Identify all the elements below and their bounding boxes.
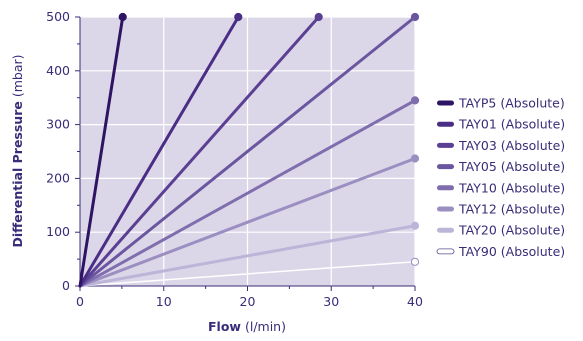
x-tick-label: 10 [156, 294, 172, 309]
series-lines [78, 12, 420, 288]
series-line [78, 98, 417, 288]
y-tick-label: 0 [62, 278, 70, 293]
legend-label: TAY10 (Absolute) [458, 180, 565, 195]
x-axis-title-main: Flow [208, 319, 241, 334]
legend-item: TAY90 (Absolute) [436, 244, 565, 259]
legend-label: TAY90 (Absolute) [458, 244, 565, 259]
y-tick-label: 500 [46, 9, 70, 24]
series-end-point [314, 12, 323, 22]
series-end-point [410, 96, 420, 105]
series-end-point [410, 154, 420, 163]
legend-swatch [437, 164, 454, 170]
series-line [78, 224, 417, 288]
y-axis-title-unit: (mbar) [10, 54, 25, 97]
legend-label: TAYP5 (Absolute) [458, 96, 565, 111]
legend-item: TAY10 (Absolute) [437, 180, 565, 195]
series-line [78, 15, 240, 288]
legend-swatch [437, 206, 454, 212]
series-end-point [410, 221, 420, 230]
legend-item: TAY03 (Absolute) [437, 138, 565, 153]
x-tick-label: 30 [323, 294, 339, 309]
legend-label: TAY05 (Absolute) [458, 159, 565, 174]
y-tick-label: 400 [46, 63, 70, 78]
legend-label: TAY03 (Absolute) [458, 138, 565, 153]
series-end-point [410, 257, 420, 266]
series-line [78, 15, 125, 288]
y-tick-label: 100 [46, 224, 70, 239]
axes [75, 16, 416, 291]
series-line [79, 261, 416, 287]
legend-item: TAY05 (Absolute) [437, 159, 565, 174]
x-tick-label: 0 [76, 294, 84, 309]
series-end-point [234, 12, 243, 22]
legend-item: TAY12 (Absolute) [437, 202, 565, 217]
legend-swatch [437, 142, 454, 148]
x-axis-title-unit: (l/min) [245, 319, 286, 334]
legend-label: TAY20 (Absolute) [458, 223, 565, 238]
y-tick-label: 300 [46, 117, 70, 132]
series-line [78, 15, 321, 288]
legend-item: TAYP5 (Absolute) [437, 96, 565, 111]
legend-swatch [437, 227, 454, 233]
x-tick-label: 20 [240, 294, 256, 309]
legend-swatch [436, 248, 455, 255]
legend-swatch [437, 121, 454, 127]
x-axis-title: Flow (l/min) [208, 319, 286, 334]
legend-swatch [437, 100, 454, 106]
legend-label: TAY12 (Absolute) [458, 202, 565, 217]
tick-labels: 0 100 200 300 400 500 0 10 20 30 40 [46, 9, 423, 309]
y-tick-label: 200 [46, 170, 70, 185]
series-line [78, 156, 417, 288]
x-tick-label: 40 [407, 294, 423, 309]
series-line [78, 15, 417, 288]
y-axis-title: Differential Pressure (mbar) [10, 54, 25, 247]
legend-swatch [437, 185, 454, 191]
series-end-point [410, 12, 420, 22]
legend: TAYP5 (Absolute) TAY01 (Absolute) TAY03 (A… [436, 96, 565, 259]
legend-item: TAY01 (Absolute) [437, 117, 565, 132]
series-end-point [118, 12, 127, 22]
y-axis-title-main: Differential Pressure [10, 101, 25, 247]
legend-item: TAY20 (Absolute) [437, 223, 565, 238]
legend-label: TAY01 (Absolute) [458, 117, 565, 132]
